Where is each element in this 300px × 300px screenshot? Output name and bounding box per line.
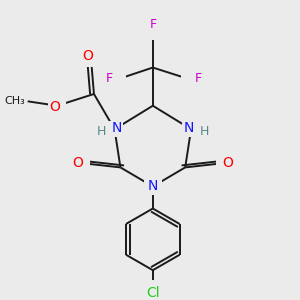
Text: O: O	[82, 49, 94, 63]
Bar	[82, 51, 100, 67]
Text: Cl: Cl	[146, 286, 160, 300]
Text: H: H	[200, 125, 209, 138]
Text: CH₃: CH₃	[4, 96, 25, 106]
Text: O: O	[72, 156, 83, 170]
Bar	[109, 71, 126, 87]
Bar	[48, 98, 66, 114]
Text: F: F	[150, 19, 157, 32]
Text: F: F	[194, 72, 201, 85]
Bar	[144, 24, 162, 40]
Text: O: O	[49, 100, 60, 114]
Text: N: N	[112, 121, 122, 135]
Bar	[181, 71, 198, 87]
Text: F: F	[106, 72, 113, 85]
Text: O: O	[222, 156, 233, 170]
Bar	[72, 155, 89, 171]
Bar	[182, 121, 200, 137]
Bar	[216, 155, 234, 171]
Bar	[106, 121, 123, 137]
Bar	[94, 121, 120, 137]
Bar	[185, 121, 212, 137]
Bar	[144, 280, 162, 296]
Text: H: H	[97, 125, 106, 138]
Bar	[144, 178, 162, 195]
Text: N: N	[148, 179, 158, 194]
Text: N: N	[184, 121, 194, 135]
